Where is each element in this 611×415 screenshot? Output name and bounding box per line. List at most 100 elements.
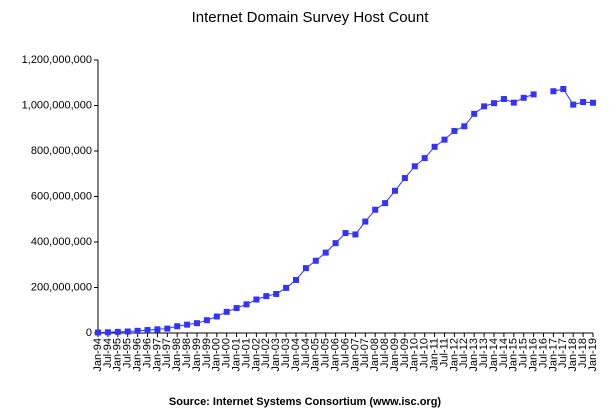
x-tick-label: Jan-13 [468,338,480,372]
data-point [372,206,379,213]
data-point [134,327,141,334]
data-point [95,329,101,336]
x-tick-label: Jan-08 [369,338,381,372]
data-point [461,123,468,130]
x-tick-label: Jul-02 [260,338,272,368]
data-point [332,240,339,247]
data-point [154,326,161,333]
series-line [97,88,594,333]
data-point [114,328,121,335]
x-tick-label: Jul-06 [339,338,351,368]
data-point [342,230,349,237]
x-tick-label: Jan-12 [448,338,460,372]
data-point [293,276,299,283]
x-tick-label: Jan-94 [92,338,104,372]
y-tick-label: 600,000,000 [31,190,92,202]
x-tick-label: Jul-11 [438,338,450,367]
x-tick-label: Jul-09 [399,338,411,368]
x-tick-label: Jan-05 [310,338,322,372]
x-tick-label: Jul-12 [458,338,470,368]
data-point [253,296,260,303]
x-tick-label: Jul-17 [557,338,569,368]
x-tick-label: Jul-18 [577,338,589,368]
x-tick-label: Jan-09 [389,338,401,372]
data-point [421,155,428,162]
data-point [401,175,408,182]
data-point [124,328,131,335]
x-tick-label: Jan-16 [528,338,540,372]
x-tick-label: Jan-18 [567,338,579,372]
x-tick-label: Jan-04 [290,338,302,372]
x-tick-label: Jul-15 [518,338,530,368]
y-tick-label: 800,000,000 [31,145,92,157]
x-tick-label: Jul-03 [280,338,292,368]
chart-title: Internet Domain Survey Host Count [192,9,430,26]
data-point [283,284,290,291]
data-point [431,143,438,150]
data-point [510,99,517,106]
data-point [194,320,200,327]
x-tick-label: Jan-98 [171,338,183,372]
x-tick-label: Jan-95 [112,338,124,372]
data-point [590,99,596,106]
data-point [491,100,497,107]
data-point [550,88,557,95]
x-tick-label: Jan-07 [349,338,361,372]
x-tick-label: Jul-96 [141,338,153,368]
x-tick-label: Jan-96 [132,338,144,372]
data-point [441,136,448,143]
data-point [352,231,359,238]
x-tick-label: Jan-10 [409,338,421,372]
data-point [530,91,537,98]
data-point [451,127,458,134]
x-tick-label: Jan-06 [330,338,342,372]
data-point [520,94,527,101]
data-point [481,103,488,110]
x-tick-label: Jul-98 [181,338,193,368]
x-tick-label: Jul-07 [359,338,371,368]
data-point [213,313,220,320]
data-point [382,200,389,207]
data-point [560,85,567,92]
data-point [411,163,418,170]
source-note: Source: Internet Systems Consortium (www… [169,396,442,408]
data-point [302,265,309,272]
x-tick-label: Jan-17 [547,338,559,372]
data-point [580,99,587,106]
data-point [263,293,270,300]
x-tick-label: Jan-01 [231,338,243,372]
x-tick-label: Jul-99 [201,338,213,368]
x-tick-label: Jan-03 [270,338,282,372]
data-point [322,249,329,256]
data-point [184,321,191,328]
x-tick-label: Jan-14 [488,338,500,372]
x-tick-label: Jul-94 [102,338,114,368]
x-tick-label: Jul-01 [240,338,252,368]
x-tick-label: Jan-11 [429,338,441,371]
x-tick-label: Jan-00 [211,338,223,372]
data-point [223,308,230,315]
x-tick-label: Jul-95 [122,338,134,368]
data-point [233,305,240,312]
x-tick-label: Jul-10 [419,338,431,368]
y-tick-label: 1,200,000,000 [22,54,92,66]
data-point [144,327,151,334]
x-tick-label: Jul-16 [537,338,549,368]
x-tick-label: Jul-05 [320,338,332,368]
x-tick-label: Jan-99 [191,338,203,372]
x-tick-label: Jul-13 [478,338,490,368]
y-tick-label: 1,000,000,000 [22,99,92,111]
x-tick-label: Jul-97 [161,338,173,368]
data-point [243,301,250,308]
x-tick-label: Jul-00 [221,338,233,368]
x-tick-label: Jul-14 [498,338,510,368]
data-point [362,218,369,225]
data-point [392,187,398,194]
data-point [164,325,171,332]
x-tick-label: Jan-19 [587,338,599,372]
x-tick-label: Jul-04 [300,338,312,368]
y-tick-label: 200,000,000 [31,281,92,293]
data-point [273,290,280,297]
x-tick-label: Jan-02 [250,338,262,372]
